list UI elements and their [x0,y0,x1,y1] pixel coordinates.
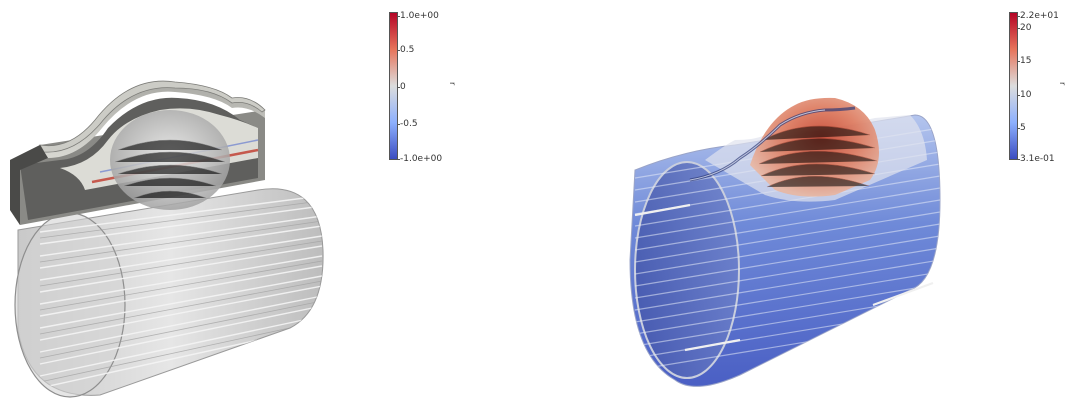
right-colorbar-tick: 20 [1016,23,1032,33]
left-render-view[interactable]: 1.0e+00 0.5 0 -0.5 -1.0e+00 r [0,0,534,401]
right-colorbar: 2.2e+01 20 15 10 5 3.1e-01 r [1009,11,1069,164]
left-colorbar-gradient [389,12,398,160]
right-colorbar-tick: 2.2e+01 [1017,11,1059,21]
left-colorbar-tick: 0.5 [396,45,415,55]
right-colorbar-gradient [1009,12,1018,160]
right-render-view[interactable]: 2.2e+01 20 15 10 5 3.1e-01 r [535,0,1069,401]
left-colorbar-tick: -1.0e+00 [396,154,443,164]
left-colorbar-tick: -0.5 [397,119,418,129]
left-colorbar-title: r [448,82,457,86]
right-colorbar-tick: 15 [1016,56,1032,66]
right-3d-pipe-model[interactable] [535,0,1069,401]
right-colorbar-tick: 10 [1016,90,1032,100]
right-colorbar-title: r [1058,82,1067,86]
left-colorbar-tick: 0 [397,82,406,92]
left-3d-pipe-model[interactable] [0,0,534,401]
right-colorbar-tick: 3.1e-01 [1017,154,1055,164]
left-colorbar: 1.0e+00 0.5 0 -0.5 -1.0e+00 r [389,11,469,164]
right-colorbar-tick: 5 [1017,123,1026,133]
left-colorbar-tick: 1.0e+00 [397,11,439,21]
